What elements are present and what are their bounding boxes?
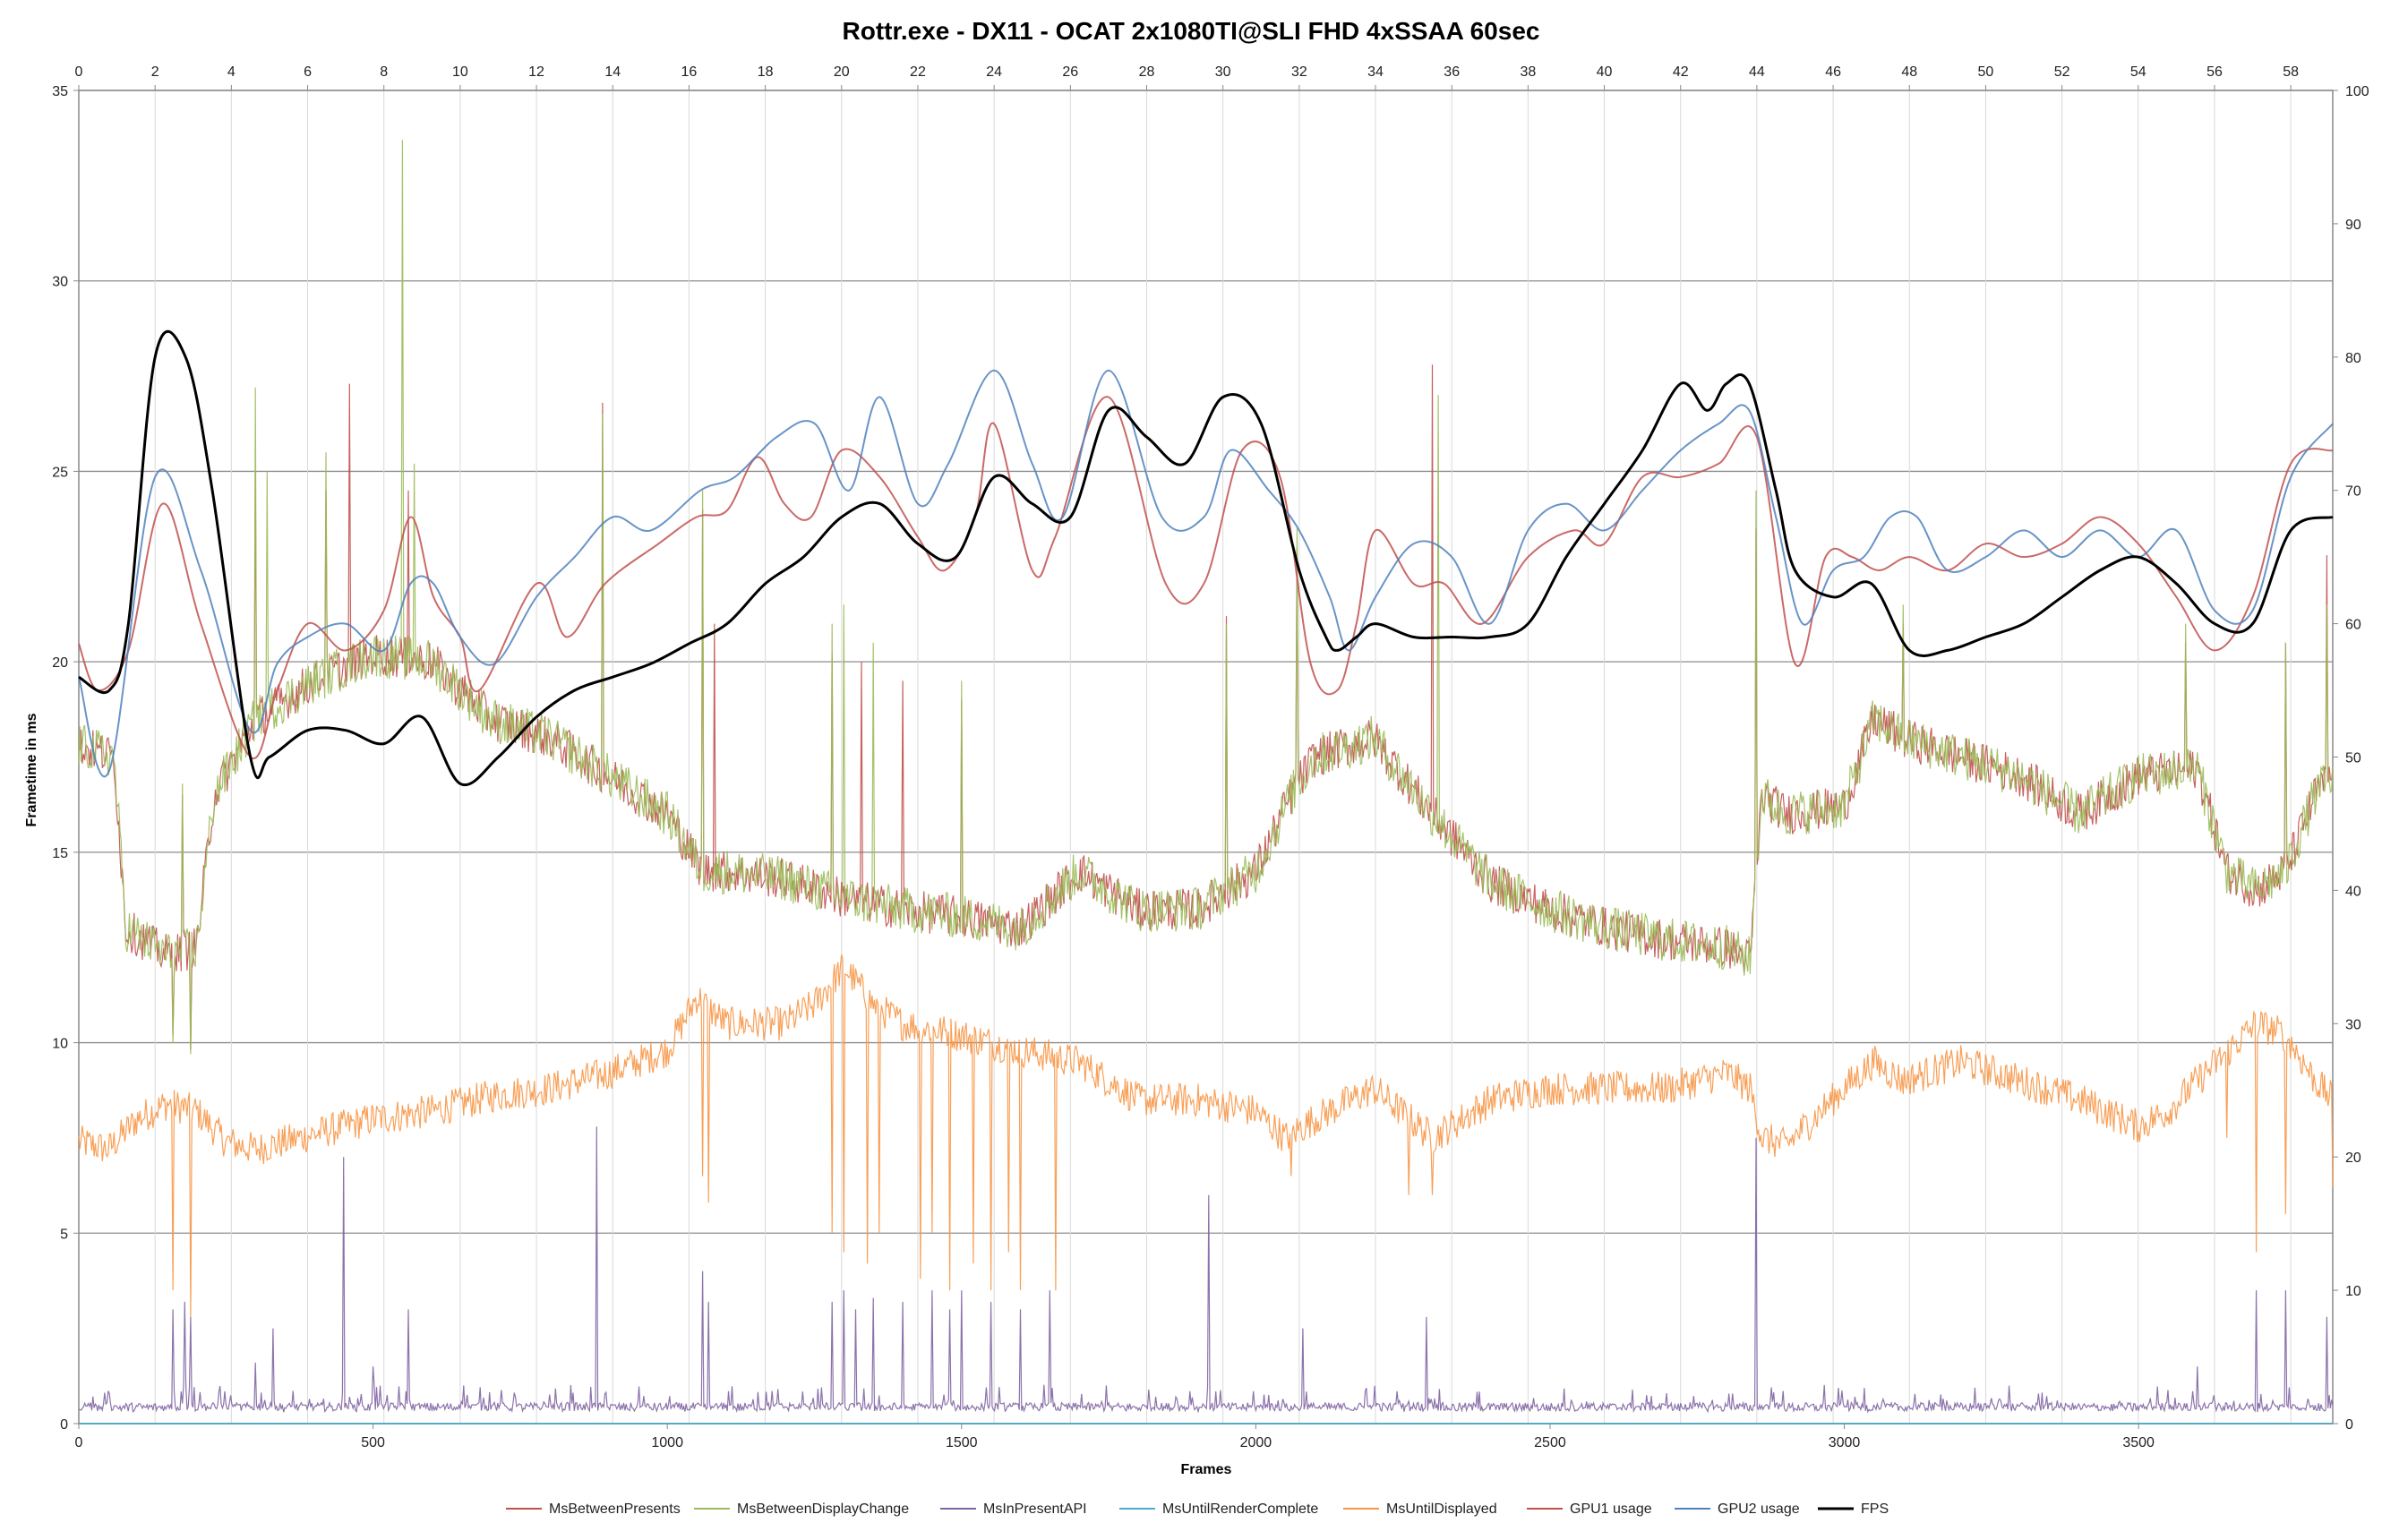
x-tick-label: 3500 (2122, 1435, 2155, 1450)
y2-tick-label: 40 (2345, 884, 2361, 899)
x2-tick-label: 48 (1901, 64, 1917, 80)
y-tick-label: 15 (52, 846, 68, 861)
x2-tick-label: 36 (1444, 64, 1460, 80)
y2-tick-label: 0 (2345, 1417, 2353, 1433)
y-tick-label: 20 (52, 655, 68, 671)
y-axis-title: Frametime in ms (24, 713, 39, 826)
y2-tick-label: 90 (2345, 218, 2361, 233)
x2-tick-label: 52 (2054, 64, 2070, 80)
x2-tick-label: 4 (227, 64, 236, 80)
x-axis-title: Frames (1181, 1462, 1232, 1477)
series-line-gpu2-usage (78, 369, 2334, 778)
x2-tick-label: 26 (1062, 64, 1078, 80)
x2-tick-label: 42 (1673, 64, 1689, 80)
series-line-msinpresentapi (78, 1126, 2334, 1414)
x2-tick-label: 22 (910, 64, 926, 80)
legend-label-msinpresentapi: MsInPresentAPI (983, 1502, 1087, 1517)
x2-tick-label: 0 (75, 64, 83, 80)
x2-tick-label: 38 (1520, 64, 1536, 80)
y2-tick-label: 10 (2345, 1284, 2361, 1299)
x2-tick-label: 14 (604, 64, 621, 80)
y2-tick-label: 50 (2345, 751, 2361, 766)
legend: MsBetweenPresents MsBetweenDisplayChange M… (506, 1502, 1889, 1517)
y2-tick-label: 30 (2345, 1017, 2361, 1032)
x2-tick-label: 10 (452, 64, 468, 80)
x2-tick-label: 20 (834, 64, 850, 80)
x2-tick-label: 28 (1139, 64, 1155, 80)
x2-tick-label: 24 (986, 64, 1002, 80)
series-line-msbetweendisplaychange (78, 140, 2334, 1055)
series-line-msuntildisplayed (78, 954, 2334, 1317)
series-line-fps (78, 329, 2334, 787)
y2-tick-label: 80 (2345, 351, 2361, 366)
x-tick-label: 0 (75, 1435, 83, 1450)
x2-tick-label: 12 (528, 64, 544, 80)
series-layer (78, 140, 2334, 1425)
x2-tick-label: 30 (1215, 64, 1231, 80)
y-tick-label: 35 (52, 84, 68, 99)
legend-label-fps: FPS (1861, 1502, 1889, 1517)
y-tick-label: 30 (52, 275, 68, 290)
legend-label-msuntilrendercomplete: MsUntilRenderComplete (1162, 1502, 1318, 1517)
x-tick-label: 2000 (1240, 1435, 1272, 1450)
y-tick-label: 25 (52, 465, 68, 480)
x2-tick-label: 8 (380, 64, 388, 80)
x2-tick-label: 54 (2130, 64, 2146, 80)
y-tick-label: 5 (60, 1227, 68, 1242)
x2-tick-label: 16 (681, 64, 698, 80)
legend-label-gpu2-usage: GPU2 usage (1718, 1502, 1800, 1517)
x2-tick-label: 18 (758, 64, 774, 80)
y-tick-label: 10 (52, 1037, 68, 1052)
x-tick-label: 1500 (946, 1435, 978, 1450)
y-tick-label: 0 (60, 1417, 68, 1433)
x2-tick-label: 40 (1597, 64, 1613, 80)
gridlines (79, 90, 2333, 1424)
x2-tick-label: 2 (151, 64, 159, 80)
y2-tick-label: 20 (2345, 1151, 2361, 1166)
x-tick-label: 2500 (1534, 1435, 1566, 1450)
x2-tick-label: 46 (1825, 64, 1841, 80)
series-line-gpu1-usage (78, 396, 2334, 760)
x2-tick-label: 58 (2283, 64, 2299, 80)
y2-tick-label: 70 (2345, 484, 2361, 500)
x-tick-label: 3000 (1829, 1435, 1861, 1450)
x-tick-label: 1000 (651, 1435, 683, 1450)
legend-label-gpu1-usage: GPU1 usage (1570, 1502, 1652, 1517)
x2-tick-label: 56 (2206, 64, 2223, 80)
x2-tick-label: 44 (1749, 64, 1765, 80)
x2-tick-label: 34 (1367, 64, 1384, 80)
x2-tick-label: 32 (1291, 64, 1307, 80)
legend-label-msbetweendisplaychange: MsBetweenDisplayChange (737, 1502, 909, 1517)
legend-label-msuntildisplayed: MsUntilDisplayed (1386, 1502, 1497, 1517)
legend-label-msbetweenpresents: MsBetweenPresents (549, 1502, 681, 1517)
x-tick-label: 500 (361, 1435, 385, 1450)
y2-tick-label: 100 (2345, 84, 2369, 99)
x2-tick-label: 6 (304, 64, 312, 80)
chart-title: Rottr.exe - DX11 - OCAT 2x1080TI@SLI FHD… (843, 17, 1540, 45)
x2-tick-label: 50 (1978, 64, 1994, 80)
y2-tick-label: 60 (2345, 618, 2361, 633)
